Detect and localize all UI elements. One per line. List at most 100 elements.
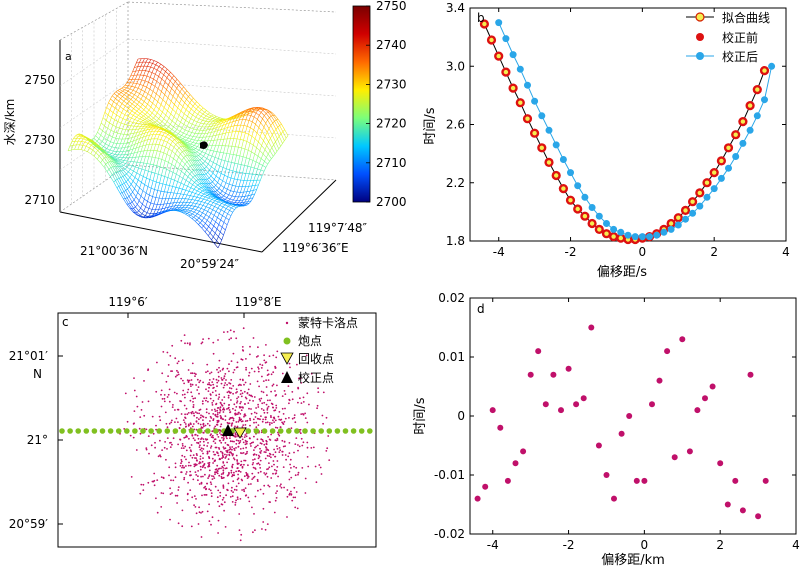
panel-c-mc-point [223, 384, 226, 387]
panel-c-mc-point [189, 454, 192, 457]
panel-c-mc-point [212, 462, 215, 464]
panel-c-mc-point [196, 389, 199, 391]
panel-c-mc-point [237, 482, 240, 485]
panel-c-mc-point [159, 419, 162, 422]
panel-c-mc-point [232, 352, 235, 355]
panel-c-mc-point [181, 464, 184, 467]
panel-c-mc-point [236, 413, 239, 416]
panel-c-mc-point [176, 369, 178, 372]
panel-d-xlabel: 偏移距/km [601, 553, 665, 568]
panel-c-mc-point [257, 366, 259, 369]
panel-c-mc-point [300, 413, 303, 415]
panel-c-mc-point [276, 427, 279, 429]
panel-c-mc-point [240, 533, 243, 536]
panel-c-mc-point [262, 440, 265, 443]
panel-c-mc-point [200, 437, 203, 439]
panel-c-mc-point [236, 361, 239, 364]
panel-c-mc-point [220, 503, 223, 506]
panel-c-mc-point [207, 337, 210, 340]
panel-c-mc-point [250, 445, 252, 447]
panel-c-mc-point [166, 351, 169, 354]
panel-c-mc-point [265, 403, 268, 406]
panel-c-mc-point [136, 405, 139, 408]
panel-c-mc-point [160, 389, 163, 392]
panel-c-mc-point [239, 402, 242, 405]
panel-b-xtick: -2 [565, 245, 577, 259]
panel-c-mc-point [255, 454, 258, 456]
panel-c-mc-point [225, 467, 228, 470]
panel-c-mc-point [192, 412, 195, 415]
panel-b-fit-marker [482, 21, 487, 27]
panel-c-mc-point [225, 450, 228, 452]
panel-c-mc-point [212, 440, 215, 443]
panel-a-xtick: 21°00′36″N [80, 244, 148, 258]
panel-c-mc-point [268, 466, 271, 469]
panel-d-point [474, 495, 481, 502]
panel-c-mc-point [259, 488, 262, 491]
panel-c-mc-point [212, 383, 215, 386]
panel-c-mc-point [235, 443, 238, 445]
panel-b-fit-marker [568, 198, 573, 203]
panel-c-mc-point [283, 390, 286, 392]
panel-c-mc-point [160, 492, 163, 494]
panel-d-point [535, 348, 542, 355]
panel-b-after-point [552, 141, 560, 149]
panel-c-mc-point [226, 383, 229, 386]
panel-c-mc-point [184, 416, 186, 419]
panel-c-mc-point [204, 438, 207, 440]
panel-c-mc-point [171, 492, 173, 494]
panel-c-mc-point [156, 479, 159, 481]
panel-c-mc-point [201, 341, 204, 344]
panel-c-mc-point [201, 450, 203, 452]
panel-c-mc-point [304, 412, 306, 415]
panel-c-mc-point [208, 474, 211, 476]
panel-c-mc-point [174, 375, 177, 378]
panel-c-mc-point [260, 408, 263, 410]
panel-c-mc-point [248, 399, 251, 402]
panel-c-mc-point [245, 358, 247, 360]
panel-c-mc-point [263, 411, 266, 414]
panel-b-after-point [610, 225, 618, 233]
panel-c-mc-point [223, 402, 226, 405]
panel-c-mc-point [251, 463, 254, 466]
panel-c-mc-point [212, 475, 215, 478]
panel-c-mc-point [209, 489, 212, 492]
panel-c-mc-point [265, 344, 267, 346]
panel-c-mc-point [227, 482, 230, 485]
panel-c-mc-point [211, 516, 214, 519]
colorbar [352, 5, 371, 203]
panel-c-mc-point [210, 483, 213, 485]
panel-c-mc-point [211, 478, 214, 480]
panel-d-point [573, 401, 580, 408]
panel-d-point [739, 507, 746, 514]
panel-c-mc-point [328, 459, 331, 461]
panel-d-points [474, 324, 769, 520]
panel-c-mc-point [211, 404, 214, 406]
panel-c-mc-point [234, 504, 237, 506]
panel-c-mc-point [254, 416, 257, 418]
panel-c-mc-point [263, 354, 265, 357]
panel-c-mc-point [294, 496, 297, 499]
panel-c-mc-point [222, 436, 225, 438]
panel-c-mc-point [251, 506, 253, 509]
panel-b-after-point [595, 212, 603, 220]
panel-b-fit-marker [611, 234, 616, 239]
panel-b-fit-marker [683, 208, 688, 213]
panel-c-mc-point [164, 441, 167, 443]
panel-c-mc-point [243, 475, 246, 478]
panel-c-mc-point [191, 410, 194, 413]
panel-c-mc-point [216, 433, 219, 436]
panel-c-mc-point [264, 528, 267, 531]
panel-c-mc-point [216, 385, 218, 388]
panel-c-mc-point [255, 445, 258, 448]
panel-b-after-point [703, 193, 711, 201]
panel-c-mc-point [295, 466, 298, 469]
panel-c-mc-point [208, 503, 211, 506]
panel-c-mc-point [234, 501, 237, 504]
panel-c-mc-point [233, 471, 235, 474]
panel-c-mc-point [231, 486, 233, 489]
panel-c-mc-point [196, 378, 199, 381]
panel-c-mc-point [266, 475, 269, 478]
panel-c-mc-point [208, 386, 210, 389]
panel-c-mc-point [190, 385, 192, 387]
